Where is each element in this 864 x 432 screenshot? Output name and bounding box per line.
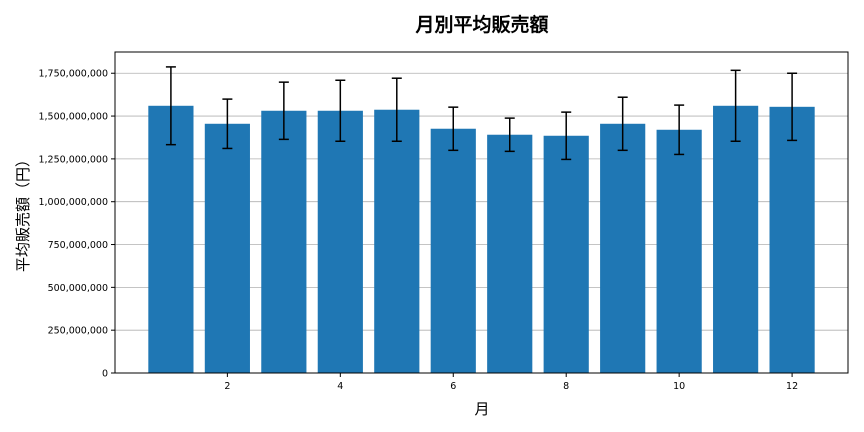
chart-title: 月別平均販売額 — [414, 13, 548, 36]
x-tick-label: 12 — [786, 381, 798, 392]
y-tick-label: 500,000,000 — [48, 283, 108, 294]
bar — [487, 134, 533, 373]
x-tick-label: 2 — [224, 381, 230, 392]
bar — [713, 105, 759, 373]
y-axis-label: 平均販売額（円） — [14, 152, 32, 272]
x-tick-label: 6 — [450, 381, 456, 392]
bar — [148, 105, 194, 373]
x-axis-label: 月 — [474, 400, 489, 418]
y-tick-label: 0 — [102, 369, 108, 380]
bar — [374, 109, 420, 373]
x-tick-label: 10 — [673, 381, 685, 392]
bar — [656, 129, 702, 373]
x-tick-label: 8 — [563, 381, 569, 392]
bar — [769, 106, 815, 373]
y-tick-label: 250,000,000 — [48, 326, 108, 337]
plot-frame — [114, 51, 849, 374]
y-tick-label: 1,000,000,000 — [38, 197, 108, 208]
bar — [430, 128, 476, 373]
y-tick-label: 1,750,000,000 — [38, 69, 108, 80]
y-tick-label: 1,500,000,000 — [38, 112, 108, 123]
x-tick-label: 4 — [337, 381, 343, 392]
bar — [317, 110, 363, 374]
bar — [543, 135, 589, 373]
bar — [204, 123, 250, 373]
bar — [600, 123, 646, 373]
bar — [261, 110, 307, 374]
y-tick-label: 1,250,000,000 — [38, 154, 108, 165]
y-tick-label: 750,000,000 — [48, 240, 108, 251]
